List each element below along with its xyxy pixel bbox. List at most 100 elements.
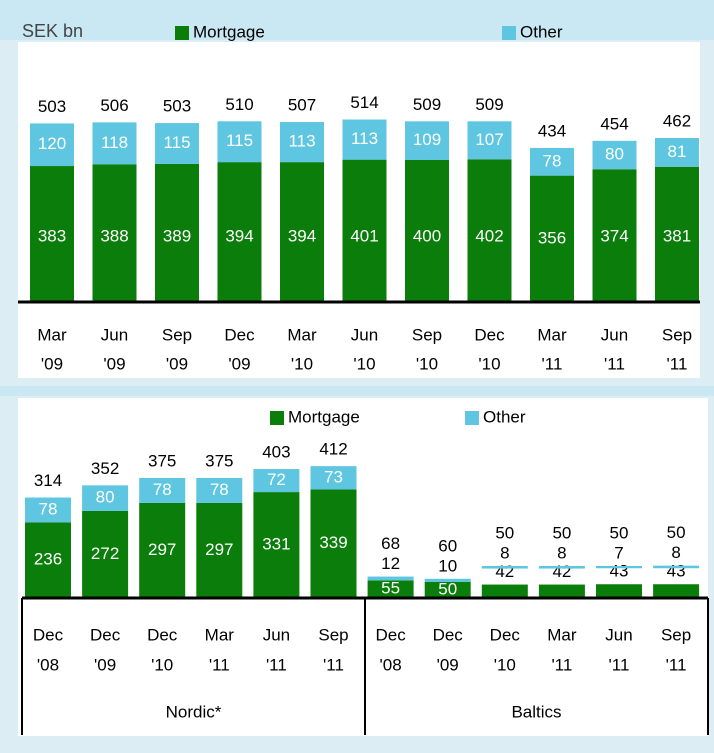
data-label: 389 [163, 226, 191, 245]
x-tick-label: Jun [351, 325, 378, 344]
bar-segment [280, 162, 324, 302]
total-label: 507 [288, 95, 316, 114]
x-tick-label: '09 [228, 354, 250, 373]
data-label: 109 [413, 130, 441, 149]
bar-segment [592, 169, 637, 302]
bar-segment [342, 159, 387, 302]
bar-segment [155, 123, 199, 164]
bar-segment [467, 159, 512, 302]
x-tick-label: '09 [41, 354, 63, 373]
total-label: 509 [413, 95, 441, 114]
bar-segment [196, 478, 243, 503]
x-tick-label: '10 [353, 354, 375, 373]
data-label: 80 [605, 145, 624, 164]
data-label: 78 [543, 151, 562, 170]
x-tick-label: Dec [375, 625, 406, 644]
x-tick-label: '08 [37, 655, 59, 674]
x-tick-label: '11 [266, 655, 287, 674]
data-label: 55 [381, 579, 400, 598]
x-tick-label: '11 [542, 354, 563, 373]
data-label: 297 [148, 540, 176, 559]
bar-segment [653, 584, 700, 598]
data-label: 12 [381, 554, 400, 573]
x-tick-label: Jun [263, 625, 290, 644]
x-tick-label: Sep [162, 325, 192, 344]
data-label: 43 [667, 562, 686, 581]
data-label: 402 [475, 226, 503, 245]
data-label: 383 [38, 226, 66, 245]
x-tick-label: Sep [661, 625, 691, 644]
total-label: 503 [163, 97, 191, 116]
data-label: 115 [163, 133, 190, 152]
x-tick-label: '09 [94, 655, 116, 674]
legend-swatch [465, 411, 479, 425]
bar-segment [655, 166, 699, 302]
data-label: 78 [153, 480, 172, 499]
data-label: 8 [500, 543, 509, 562]
data-label: 120 [38, 134, 66, 153]
bar-segment [82, 485, 129, 511]
bar-segment [253, 469, 300, 493]
data-label: 394 [288, 226, 316, 245]
data-label: 78 [39, 499, 58, 518]
total-label: 514 [350, 93, 378, 112]
x-tick-label: Dec [90, 625, 121, 644]
total-label: 50 [495, 523, 514, 542]
x-tick-label: Mar [287, 325, 317, 344]
group-label: Nordic* [166, 702, 222, 721]
x-tick-label: '08 [380, 655, 402, 674]
bar-segment [538, 566, 585, 569]
data-label: 10 [438, 556, 457, 575]
x-tick-label: '11 [551, 655, 572, 674]
x-tick-label: '11 [666, 655, 687, 674]
x-tick-label: Mar [205, 625, 235, 644]
bar-segment [481, 566, 528, 569]
total-label: 510 [225, 95, 253, 114]
data-label: 297 [205, 540, 233, 559]
bar-segment [538, 584, 585, 598]
total-label: 50 [667, 523, 686, 542]
bar-segment [217, 162, 262, 302]
bar-segment [253, 492, 300, 598]
legend-swatch [270, 411, 284, 425]
bar-segment [592, 140, 637, 170]
data-label: 356 [538, 228, 566, 247]
x-tick-label: '10 [478, 354, 500, 373]
bar-segment [196, 502, 243, 598]
x-tick-label: Sep [412, 325, 442, 344]
total-label: 60 [438, 536, 457, 555]
total-label: 50 [610, 523, 629, 542]
bar-segment [424, 578, 471, 582]
data-label: 400 [413, 226, 441, 245]
x-tick-label: Mar [547, 625, 577, 644]
data-label: 107 [475, 130, 503, 149]
data-label: 80 [96, 488, 115, 507]
x-tick-label: Mar [537, 325, 567, 344]
x-tick-label: '11 [209, 655, 230, 674]
x-tick-label: Jun [605, 625, 632, 644]
bar-segment [655, 137, 699, 167]
data-label: 381 [663, 226, 691, 245]
bar-segment [139, 502, 186, 598]
data-label: 236 [34, 550, 62, 569]
data-label: 50 [438, 579, 457, 598]
x-tick-label: '11 [667, 354, 688, 373]
legend-label: Mortgage [193, 22, 265, 41]
data-label: 394 [225, 226, 253, 245]
data-label: 42 [552, 562, 571, 581]
x-tick-label: Dec [224, 325, 255, 344]
data-label: 388 [100, 226, 128, 245]
bar-segment [25, 497, 71, 523]
bar-segment [530, 175, 574, 302]
total-label: 314 [34, 471, 62, 490]
data-label: 272 [91, 544, 119, 563]
header-strip [0, 0, 714, 40]
bar-segment [310, 489, 357, 598]
x-tick-label: '10 [151, 655, 173, 674]
legend-label: Other [483, 407, 526, 426]
bar-segment [25, 522, 71, 598]
data-label: 113 [351, 129, 378, 148]
x-tick-label: '09 [103, 354, 125, 373]
